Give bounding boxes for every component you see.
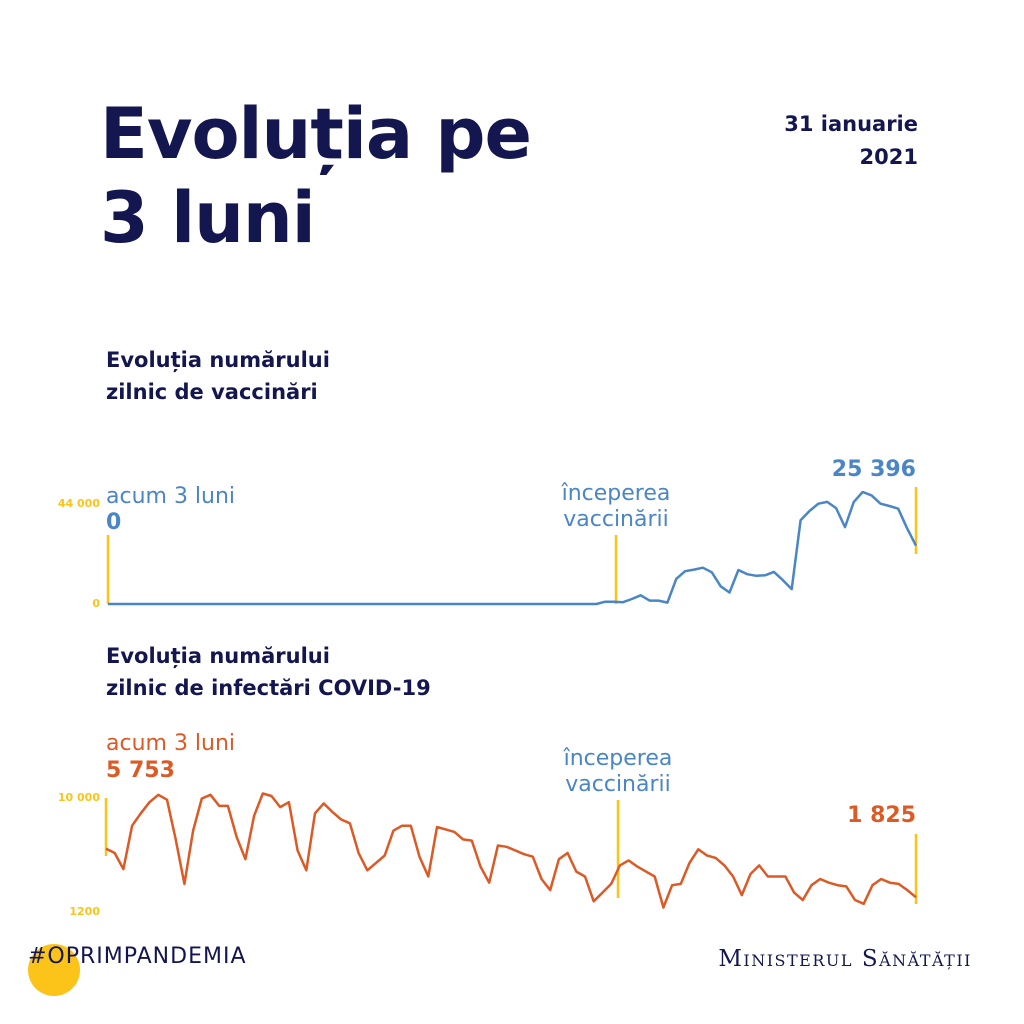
infection-ytick-max: 10 000 — [58, 791, 100, 804]
page-title-line2: 3 luni — [100, 177, 316, 259]
vaccination-start-value: 0 — [106, 510, 121, 535]
vaccination-vaccine-start-label-line2: vaccinării — [563, 507, 669, 532]
vaccination-vaccine-start-label-line1: începerea — [561, 481, 671, 506]
infection-chart-title: Evoluția numărului zilnic de infectări C… — [106, 640, 431, 704]
page-title-line1: Evoluția pe — [100, 93, 532, 175]
infection-chart-title-line1: Evoluția numărului — [106, 644, 330, 668]
vaccination-ytick-min: 0 — [92, 597, 100, 610]
vaccination-series-line — [108, 490, 918, 606]
infection-start-label: acum 3 luni — [106, 731, 235, 756]
vaccination-chart-title: Evoluția numărului zilnic de vaccinări — [106, 344, 330, 408]
vaccination-end-value: 25 396 — [832, 457, 916, 482]
infection-chart: 10 000 1200 acum 3 luni 5 753 începerea … — [58, 731, 918, 918]
vaccination-chart-title-line2: zilnic de vaccinări — [106, 380, 318, 404]
infection-series-line — [105, 792, 917, 909]
page-title: Evoluția pe 3 luni — [100, 92, 532, 260]
vaccination-chart: 44 000 0 acum 3 luni 0 începerea vaccină… — [58, 457, 918, 610]
vaccination-start-label: acum 3 luni — [106, 484, 235, 509]
infection-vaccine-start-label-line2: vaccinării — [565, 772, 671, 797]
infection-start-value: 5 753 — [106, 758, 175, 783]
hashtag-label: #OPRIMPANDEMIA — [28, 944, 247, 969]
vaccination-chart-title-line1: Evoluția numărului — [106, 348, 330, 372]
report-date-line2: 2021 — [859, 145, 918, 169]
report-date: 31 ianuarie 2021 — [784, 108, 918, 174]
infection-ytick-min: 1200 — [69, 905, 100, 918]
infection-end-value: 1 825 — [847, 803, 916, 828]
infection-vaccine-start-label-line1: începerea — [563, 746, 673, 771]
vaccination-ytick-max: 44 000 — [58, 497, 100, 510]
report-date-line1: 31 ianuarie — [784, 112, 918, 136]
ministry-logo-text: Ministerul Sănătății — [718, 946, 972, 972]
hashtag-dot — [28, 944, 80, 996]
infection-chart-title-line2: zilnic de infectări COVID-19 — [106, 676, 431, 700]
